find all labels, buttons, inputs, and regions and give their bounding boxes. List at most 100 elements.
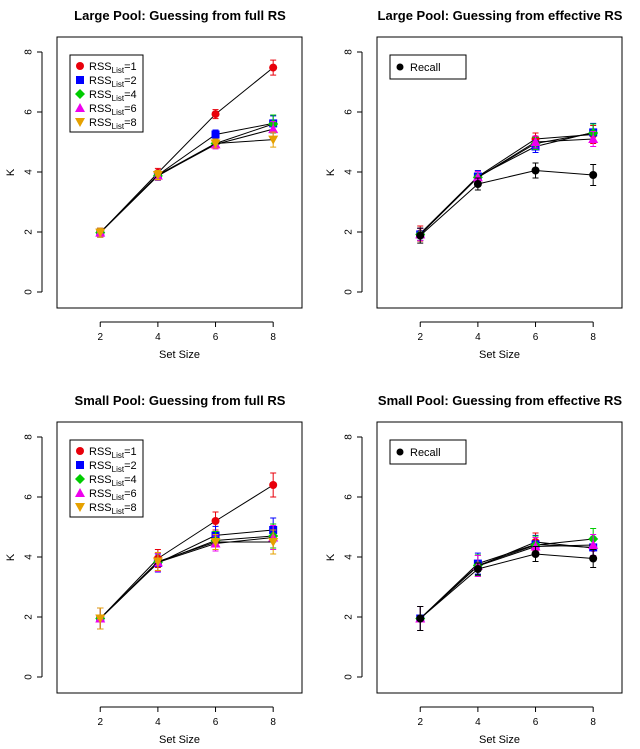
x-axis-label: Set Size [479, 349, 520, 361]
chart-panel-3: Small Pool: Guessing from full RS 0 2 4 6 8 K 2… [5, 393, 303, 746]
legend-label: Recall [410, 62, 441, 74]
x-tick-label: 4 [475, 332, 481, 343]
x-tick-label: 4 [475, 717, 481, 728]
series-4 [415, 534, 599, 631]
y-tick-label: 2 [24, 614, 35, 620]
legend: RSSList=1RSSList=2RSSList=4RSSList=6RSSL… [69, 439, 144, 518]
series-line [99, 139, 274, 233]
legend-label: RSSList=2 [89, 460, 137, 474]
y-tick-label: 4 [24, 554, 35, 560]
legend: Recall [389, 439, 467, 465]
series-5 [95, 529, 279, 630]
series-2 [416, 122, 598, 241]
series-line [99, 541, 274, 619]
x-tick-label: 8 [590, 717, 596, 728]
data-point [210, 139, 221, 149]
legend-marker [76, 447, 84, 455]
legend-marker [75, 474, 85, 484]
series-line [99, 128, 274, 233]
y-tick-label: 8 [344, 49, 355, 55]
series-1 [416, 125, 598, 242]
chart-title: Small Pool: Guessing from effective RS [378, 393, 622, 408]
y-tick-label: 6 [344, 109, 355, 115]
legend-marker [396, 448, 404, 456]
legend-marker [75, 488, 85, 497]
series-line [419, 553, 594, 619]
data-point [211, 517, 220, 525]
x-tick-label: 8 [270, 717, 276, 728]
chart-title: Large Pool: Guessing from full RS [74, 8, 286, 23]
y-tick-label: 8 [344, 434, 355, 440]
series-line [99, 67, 274, 233]
data-point [588, 134, 599, 143]
data-point [152, 171, 163, 180]
legend-marker [75, 89, 85, 99]
y-tick-label: 0 [24, 289, 35, 295]
legend-marker [75, 118, 85, 127]
legend-label: RSSList=8 [89, 502, 137, 516]
legend-label: RSSList=4 [89, 474, 137, 488]
series-5 [416, 162, 598, 244]
x-tick-label: 6 [533, 332, 539, 343]
series-line [419, 132, 594, 235]
series-3 [415, 123, 599, 241]
x-tick-label: 2 [417, 332, 423, 343]
data-point [211, 130, 220, 139]
series-1 [416, 532, 598, 631]
data-point [589, 171, 598, 179]
data-point [589, 554, 598, 563]
series-line [99, 484, 274, 619]
series-5 [95, 131, 279, 238]
data-point [95, 228, 106, 238]
y-axis-label: K [325, 553, 337, 561]
data-point [530, 137, 541, 146]
series-4 [95, 121, 279, 238]
x-axis-label: Set Size [479, 734, 520, 746]
data-point [588, 540, 599, 549]
chart-title: Large Pool: Guessing from effective RS [378, 8, 623, 23]
data-point [152, 557, 163, 567]
series-3 [415, 528, 599, 631]
data-point [473, 565, 482, 573]
series-4 [415, 131, 599, 241]
plot-frame [56, 36, 303, 309]
x-tick-label: 4 [155, 332, 161, 343]
data-point [210, 538, 221, 547]
y-axis-label: K [325, 168, 337, 176]
chart-panel-1: Large Pool: Guessing from full RS 0 2 4 6 8 K 2… [5, 8, 303, 361]
legend-marker [76, 461, 84, 469]
data-point [473, 180, 482, 188]
data-point [268, 538, 279, 547]
y-axis-label: K [5, 168, 17, 176]
x-tick-label: 2 [97, 332, 103, 343]
y-tick-label: 0 [344, 289, 355, 295]
plot-frame [376, 36, 623, 309]
legend-label: RSSList=6 [89, 103, 137, 117]
y-tick-label: 0 [24, 674, 35, 680]
data-point [531, 550, 540, 558]
y-tick-label: 2 [24, 229, 35, 235]
data-point [268, 135, 279, 145]
chart-panel-4: Small Pool: Guessing from effective RS 0 2… [325, 393, 623, 746]
y-tick-label: 4 [344, 169, 355, 175]
x-tick-label: 6 [213, 332, 219, 343]
x-tick-label: 6 [213, 717, 219, 728]
series-line [419, 138, 594, 235]
series-3 [95, 114, 279, 238]
data-point [531, 166, 540, 175]
data-point [472, 172, 483, 182]
x-tick-label: 4 [155, 717, 161, 728]
x-tick-label: 8 [590, 332, 596, 343]
data-point [416, 614, 425, 623]
y-tick-label: 2 [344, 614, 355, 620]
data-point [269, 63, 278, 72]
series-line [419, 544, 594, 619]
y-tick-label: 8 [24, 49, 35, 55]
data-point [416, 231, 425, 240]
series-line [99, 122, 274, 233]
y-tick-label: 6 [24, 109, 35, 115]
x-tick-label: 6 [533, 717, 539, 728]
plot-frame [56, 421, 303, 694]
series-line [99, 535, 274, 619]
